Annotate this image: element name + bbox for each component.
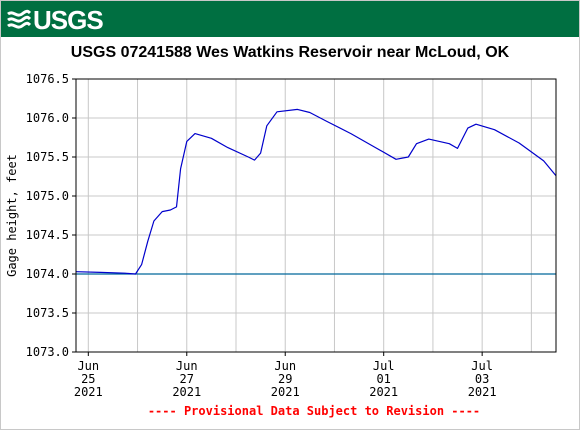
y-tick-label-1: 1073.5 — [26, 306, 69, 320]
y-tick-label-4: 1075.0 — [26, 189, 69, 203]
chart-title: USGS 07241588 Wes Watkins Reservoir near… — [70, 44, 510, 61]
x-tick-label-4-0: Jul — [471, 359, 493, 373]
x-tick-label-0-0: Jun — [77, 359, 99, 373]
series-line-0 — [75, 108, 557, 275]
x-tick-label-2-1: 29 — [278, 372, 292, 386]
y-tick-label-6: 1076.0 — [26, 111, 69, 125]
y-tick-label-0: 1073.0 — [26, 345, 69, 359]
x-tick-label-1-0: Jun — [176, 359, 198, 373]
x-tick-label-0-1: 25 — [81, 372, 95, 386]
y-axis-label: Gage height, feet — [5, 154, 19, 277]
x-tick-label-0-2: 2021 — [74, 385, 103, 399]
x-tick-label-2-2: 2021 — [271, 385, 300, 399]
x-tick-label-1-1: 27 — [180, 372, 194, 386]
provisional-data-note: ---- Provisional Data Subject to Revisio… — [147, 404, 481, 418]
x-tick-label-4-2: 2021 — [468, 385, 497, 399]
plot-border — [75, 78, 557, 353]
x-tick-label-2-0: Jun — [274, 359, 296, 373]
x-tick-label-3-2: 2021 — [369, 385, 398, 399]
usgs-banner: USGS — [1, 1, 579, 37]
x-tick-label-4-1: 03 — [475, 372, 489, 386]
series-group — [75, 108, 557, 275]
y-axis-ticks: 1073.0 1073.5 1074.0 1074.5 1075.0 1075.5 1076… — [26, 72, 76, 359]
y-tick-label-2: 1074.0 — [26, 267, 69, 281]
y-tick-label-5: 1075.5 — [26, 150, 69, 164]
usgs-logo-text: USGS — [33, 4, 104, 35]
y-tick-label-3: 1074.5 — [26, 228, 69, 242]
x-axis-ticks: Jun252021Jun272021Jun292021Jul012021Jul0… — [74, 352, 497, 399]
x-tick-label-3-1: 01 — [376, 372, 390, 386]
usgs-wave-icon — [7, 9, 31, 29]
x-tick-label-3-0: Jul — [373, 359, 395, 373]
chart-grid — [76, 78, 556, 353]
y-tick-label-7: 1076.5 — [26, 72, 69, 86]
usgs-logo[interactable]: USGS — [7, 4, 104, 35]
x-tick-label-1-2: 2021 — [172, 385, 201, 399]
